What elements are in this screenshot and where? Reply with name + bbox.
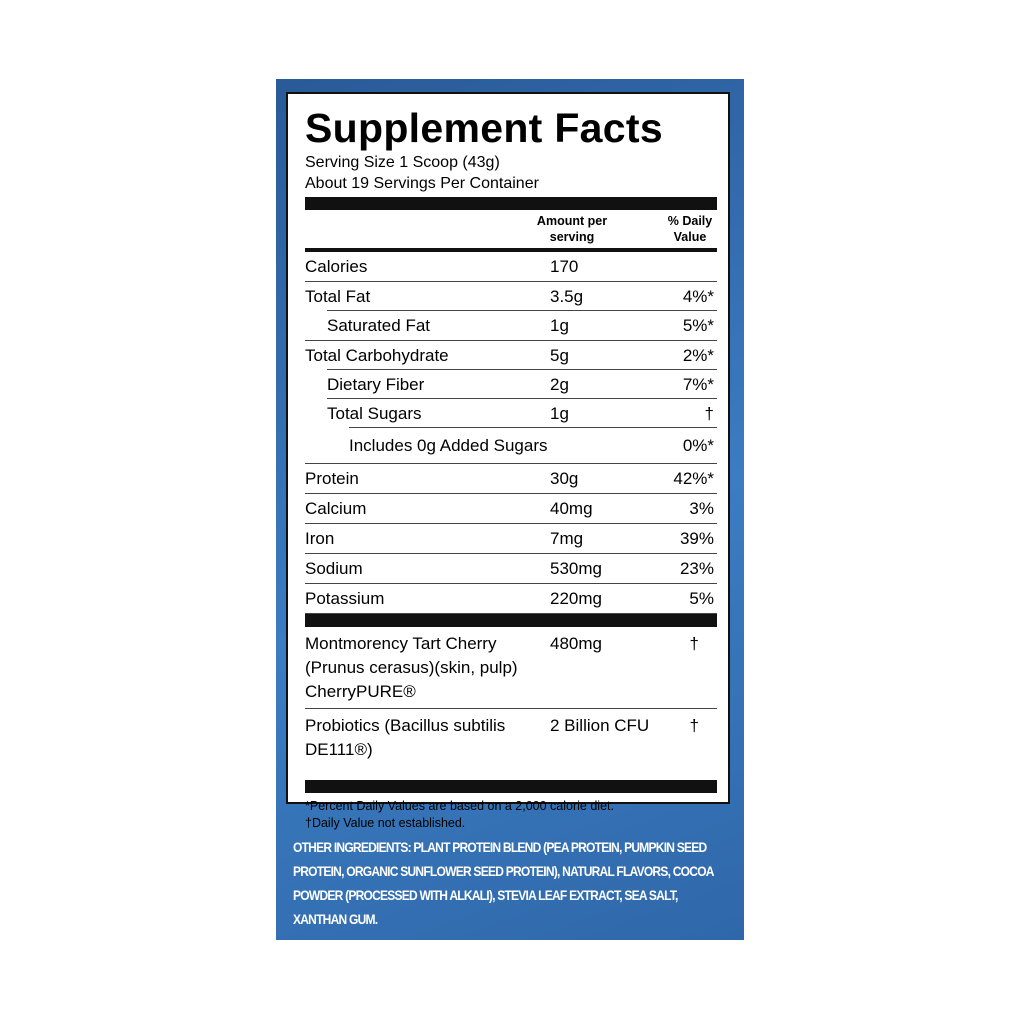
rule xyxy=(305,197,717,210)
nutrient-name: Total Carbohydrate xyxy=(305,346,449,365)
nutrient-row: Saturated Fat 1g 5%* xyxy=(305,311,717,341)
nutrient-row: Calcium 40mg 3% xyxy=(305,494,717,524)
amount: 7mg xyxy=(550,529,584,548)
daily-value: 3% xyxy=(689,499,714,518)
nutrient-row: Total Fat 3.5g 4%* xyxy=(305,282,717,311)
daily-value: 5% xyxy=(689,589,714,608)
daily-value: 5%* xyxy=(682,316,714,335)
amount: 1g xyxy=(550,404,569,423)
daily-value: † xyxy=(704,404,714,423)
nutrient-row: Protein 30g 42%* xyxy=(305,464,717,494)
footnotes: *Percent Daily Values are based on a 2,0… xyxy=(305,798,717,832)
nutrient-name: Total Fat xyxy=(305,287,371,306)
header: Amount per serving % Daily Value xyxy=(305,210,717,252)
row-rule xyxy=(349,427,717,428)
other-ingredients: OTHER INGREDIENTS: PLANT PROTEIN BLEND (… xyxy=(293,839,714,927)
daily-value: 23% xyxy=(679,559,714,578)
nutrient-name: Dietary Fiber xyxy=(327,375,425,394)
nutrient-name: Calories xyxy=(305,257,368,276)
daily-value: † xyxy=(689,634,699,653)
daily-value: 4%* xyxy=(682,287,714,306)
row-rule xyxy=(305,463,717,464)
rule xyxy=(305,780,717,793)
facts-inner: Supplement Facts Serving Size 1 Scoop (4… xyxy=(305,94,717,832)
amount: 480mg xyxy=(550,634,602,653)
row-rule xyxy=(327,369,717,370)
ingredient-name: Probiotics (Bacillus subtilis DE111®) xyxy=(305,716,506,759)
rule xyxy=(305,614,717,627)
nutrient-name: Calcium xyxy=(305,499,367,518)
daily-value: 7%* xyxy=(682,375,714,394)
nutrient-row: Sodium 530mg 23% xyxy=(305,554,717,584)
nutrient-row: Total Sugars 1g † xyxy=(305,399,717,428)
amount: 170 xyxy=(550,257,579,276)
nutrient-row: Iron 7mg 39% xyxy=(305,524,717,554)
dv-header: % Daily Value xyxy=(667,214,713,244)
nutrient-name: Potassium xyxy=(305,589,385,608)
nutrient-name: Includes 0g Added Sugars xyxy=(349,436,548,455)
daily-value: 42%* xyxy=(673,469,714,488)
rows: Calories 170 Total Fat 3.5g 4%* Saturated Fat… xyxy=(305,252,717,614)
nutrient-name: Iron xyxy=(305,529,335,548)
amount: 220mg xyxy=(550,589,602,608)
row-rule xyxy=(327,310,717,311)
nutrient-row: Potassium 220mg 5% xyxy=(305,584,717,614)
ingredient-name: Montmorency Tart Cherry (Prunus cerasus)… xyxy=(305,634,518,701)
panel: Supplement Facts Serving Size 1 Scoop (4… xyxy=(276,79,744,940)
daily-value: 39% xyxy=(679,529,714,548)
nutrient-name: Saturated Fat xyxy=(327,316,431,335)
nutrient-row: Calories 170 xyxy=(305,252,717,282)
amount: 1g xyxy=(550,316,569,335)
daily-value: † xyxy=(689,716,699,735)
amount: 3.5g xyxy=(550,287,584,306)
amount: 530mg xyxy=(550,559,602,578)
footnote: *Percent Daily Values are based on a 2,0… xyxy=(305,799,614,813)
amount: 2 Billion CFU xyxy=(550,716,650,735)
amount: 5g xyxy=(550,346,569,365)
ingredient-row: Probiotics (Bacillus subtilis DE111®) 2 B… xyxy=(305,709,717,766)
nutrient-name: Total Sugars xyxy=(327,404,422,423)
amount-header: Amount per serving xyxy=(536,214,608,244)
daily-value: 0%* xyxy=(682,436,714,455)
nutrient-row: Dietary Fiber 2g 7%* xyxy=(305,370,717,399)
nutrient-row: Total Carbohydrate 5g 2%* xyxy=(305,341,717,370)
extras: Montmorency Tart Cherry (Prunus cerasus)… xyxy=(305,627,717,766)
nutrient-name: Protein xyxy=(305,469,359,488)
footnote: †Daily Value not established. xyxy=(305,816,466,830)
amount: 40mg xyxy=(550,499,593,518)
ingredient-row: Montmorency Tart Cherry (Prunus cerasus)… xyxy=(305,627,717,709)
servings: About 19 Servings Per Container xyxy=(305,175,539,192)
amount: 2g xyxy=(550,375,569,394)
amount: 30g xyxy=(550,469,579,488)
facts-box: Supplement Facts Serving Size 1 Scoop (4… xyxy=(286,92,730,830)
nutrient-row: Includes 0g Added Sugars 0%* xyxy=(305,428,717,464)
serving-size: Serving Size 1 Scoop (43g) xyxy=(305,154,500,171)
title: Supplement Facts xyxy=(305,105,663,151)
nutrient-name: Sodium xyxy=(305,559,363,578)
row-rule xyxy=(327,398,717,399)
daily-value: 2%* xyxy=(682,346,714,365)
